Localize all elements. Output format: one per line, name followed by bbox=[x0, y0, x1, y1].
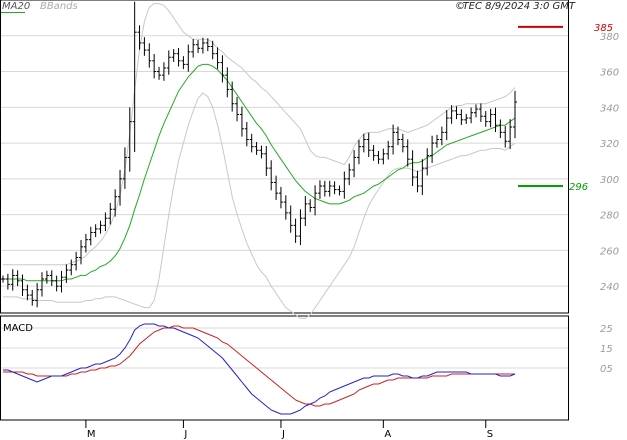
copyright-icon: © bbox=[455, 1, 465, 12]
bbands-series bbox=[3, 3, 516, 319]
price-y-tick-label: 260 bbox=[600, 246, 619, 257]
macd-y-tick-label: 25 bbox=[600, 324, 613, 335]
level-lines: 385 296 bbox=[518, 23, 613, 193]
price-y-tick-label: 280 bbox=[600, 211, 619, 222]
price-panel-frame bbox=[0, 0, 569, 314]
resistance-label: 385 bbox=[594, 23, 613, 34]
price-y-tick-label: 380 bbox=[600, 32, 619, 43]
macd-series bbox=[3, 323, 516, 415]
timestamp-text: TEC 8/9/2024 3:0 GMT bbox=[463, 1, 576, 12]
legend-ma20: MA20 bbox=[2, 1, 30, 12]
macd-gridlines bbox=[1, 327, 568, 369]
bbands-lower-line bbox=[3, 92, 516, 319]
macd-title: MACD bbox=[3, 323, 33, 334]
price-y-tick-labels: 240 260 280 300 320 340 360 380 bbox=[600, 32, 619, 293]
price-y-tick-label: 340 bbox=[600, 103, 619, 114]
macd-line bbox=[3, 323, 516, 415]
signal-line bbox=[3, 325, 515, 407]
macd-y-tick-label: 05 bbox=[600, 364, 613, 375]
legend-bbands: BBands bbox=[40, 1, 78, 12]
x-tick-label: J bbox=[281, 429, 285, 440]
ma20-line bbox=[3, 63, 516, 282]
macd-y-tick-label: 15 bbox=[600, 344, 613, 355]
ma20-series bbox=[3, 63, 516, 282]
price-bars bbox=[1, 1, 517, 308]
price-gridlines bbox=[1, 35, 568, 287]
bbands-upper-line bbox=[3, 3, 516, 266]
support-label: 296 bbox=[569, 182, 588, 193]
x-tick-label: M bbox=[87, 429, 96, 440]
price-y-tick-label: 240 bbox=[600, 282, 619, 293]
x-tick-label: J bbox=[183, 429, 187, 440]
x-tick-label: A bbox=[384, 429, 391, 440]
macd-y-tick-labels: 25 15 05 bbox=[600, 324, 613, 375]
price-y-tick-label: 300 bbox=[600, 175, 619, 186]
x-tick-label: S bbox=[487, 429, 493, 440]
price-y-tick-label: 320 bbox=[600, 139, 619, 150]
price-y-tick-label: 360 bbox=[600, 68, 619, 79]
legend-ma20-swatch bbox=[1, 12, 25, 13]
